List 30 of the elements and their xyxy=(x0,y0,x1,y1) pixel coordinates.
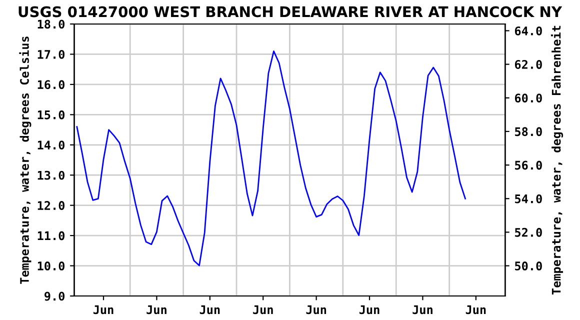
y2-tick-label: 52.0 xyxy=(515,228,542,237)
y2-tick-label: 64.0 xyxy=(514,26,542,36)
y-tick-label: 11.0 xyxy=(38,231,65,240)
x-tick-label: Jun xyxy=(146,305,166,314)
y2-tick-label: 60.0 xyxy=(514,94,542,103)
y-tick-label: 18.0 xyxy=(38,20,65,29)
line-series xyxy=(76,50,466,266)
x-tick-label: Jun xyxy=(412,305,432,314)
y-tick-label: 10.0 xyxy=(38,262,65,270)
x-tick-label: Jun xyxy=(466,305,486,314)
x-tick-label: Jun xyxy=(253,305,273,314)
y-tick-label: 12.0 xyxy=(38,201,65,210)
y-tick-label: 9.0 xyxy=(44,292,65,301)
y2-axis-title: Temperature, water, degrees Fahrenheit xyxy=(550,26,564,295)
y2-tick-label: 62.0 xyxy=(514,60,542,69)
y-tick-label: 14.0 xyxy=(38,140,65,150)
y2-tick-label: 54.0 xyxy=(515,194,542,204)
y-axis-title: Temperature, water, degrees Celsius xyxy=(19,36,32,284)
y2-tick-label: 50.0 xyxy=(515,262,542,270)
y-tick-label: 15.0 xyxy=(38,110,65,120)
y-tick-label: 17.0 xyxy=(38,50,65,59)
y2-tick-label: 56.0 xyxy=(515,160,542,170)
chart-title: USGS 01427000 WEST BRANCH DELAWARE RIVER AT HANCOCK NY xyxy=(18,6,562,18)
x-tick-label: Jun xyxy=(306,305,326,314)
y2-tick-label: 58.0 xyxy=(515,127,542,136)
x-tick-label: Jun xyxy=(93,305,114,314)
y-tick-label: 13.0 xyxy=(38,170,65,180)
y-tick-label: 16.0 xyxy=(38,80,65,90)
x-tick-label: Jun xyxy=(359,305,380,314)
x-tick-label: Jun xyxy=(200,305,220,314)
